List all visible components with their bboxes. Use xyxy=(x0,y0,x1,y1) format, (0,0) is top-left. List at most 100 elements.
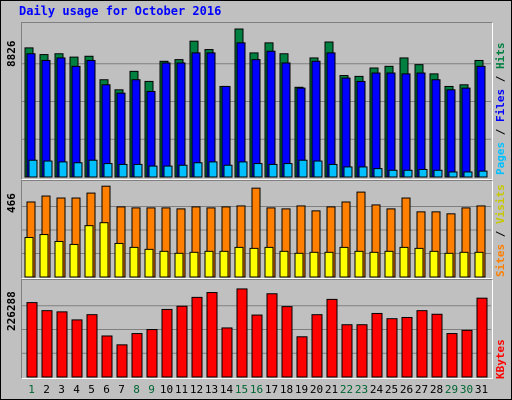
bar-visits-day-19 xyxy=(294,252,304,278)
bar-kbytes-day-28 xyxy=(431,313,443,378)
bar-pages-day-26 xyxy=(403,169,413,178)
bar-kbytes-day-15 xyxy=(236,288,248,378)
bar-visits-day-7 xyxy=(114,242,124,278)
bar-pages-day-6 xyxy=(103,163,113,178)
bar-files-day-14 xyxy=(221,85,231,178)
bar-kbytes-day-24 xyxy=(371,312,383,378)
bar-kbytes-day-18 xyxy=(281,306,293,378)
bar-visits-day-21 xyxy=(324,251,334,278)
x-tick-label: 12 xyxy=(189,383,204,396)
x-tick-label: 3 xyxy=(58,383,65,396)
x-tick-label: 1 xyxy=(28,383,35,396)
bar-files-day-17 xyxy=(266,50,276,178)
bar-files-day-29 xyxy=(446,89,456,178)
x-tick-label: 20 xyxy=(309,383,324,396)
bar-visits-day-17 xyxy=(264,246,274,278)
bar-kbytes-day-27 xyxy=(416,310,428,378)
bar-files-day-15 xyxy=(236,42,246,178)
bar-pages-day-15 xyxy=(238,161,248,178)
x-tick-label: 25 xyxy=(384,383,399,396)
bar-visits-day-25 xyxy=(384,250,394,278)
bar-files-day-26 xyxy=(401,73,411,178)
x-tick-label: 14 xyxy=(219,383,234,396)
bar-kbytes-day-2 xyxy=(41,310,53,378)
chart-title: Daily usage for October 2016 xyxy=(19,4,222,18)
x-tick-label: 29 xyxy=(444,383,459,396)
bar-pages-day-29 xyxy=(448,171,458,178)
bar-visits-day-29 xyxy=(444,252,454,278)
bar-files-day-13 xyxy=(206,52,216,178)
bar-visits-day-26 xyxy=(399,246,409,278)
bar-visits-day-3 xyxy=(54,240,64,278)
bar-visits-day-30 xyxy=(459,251,469,278)
x-tick-label: 10 xyxy=(159,383,174,396)
bar-kbytes-day-8 xyxy=(131,333,143,378)
bar-kbytes-day-20 xyxy=(311,314,323,378)
bar-kbytes-day-25 xyxy=(386,318,398,378)
bar-pages-day-27 xyxy=(418,168,428,178)
bar-files-day-3 xyxy=(56,57,66,178)
x-tick-label: 2 xyxy=(43,383,50,396)
bar-pages-day-17 xyxy=(268,163,278,178)
bar-files-day-10 xyxy=(161,62,171,178)
bar-kbytes-day-31 xyxy=(476,297,488,378)
x-tick-label: 30 xyxy=(459,383,474,396)
bar-visits-day-12 xyxy=(189,251,199,278)
bar-files-day-16 xyxy=(251,59,261,178)
bar-pages-day-18 xyxy=(283,163,293,178)
bar-files-day-31 xyxy=(476,65,486,178)
x-tick-label: 24 xyxy=(369,383,384,396)
bar-kbytes-day-21 xyxy=(326,298,338,378)
bar-files-day-25 xyxy=(386,72,396,178)
bar-kbytes-day-10 xyxy=(161,308,173,378)
bar-visits-day-24 xyxy=(369,251,379,278)
bar-pages-day-25 xyxy=(388,169,398,178)
x-tick-label: 16 xyxy=(249,383,264,396)
bar-kbytes-day-22 xyxy=(341,324,353,378)
bar-pages-day-24 xyxy=(373,168,383,178)
bar-visits-day-14 xyxy=(219,250,229,278)
bar-kbytes-day-14 xyxy=(221,327,233,378)
bar-pages-day-10 xyxy=(163,165,173,178)
x-tick-label: 27 xyxy=(414,383,429,396)
bar-pages-day-8 xyxy=(133,163,143,178)
x-tick-label: 17 xyxy=(264,383,279,396)
bar-kbytes-day-16 xyxy=(251,314,263,378)
x-tick-label: 26 xyxy=(399,383,414,396)
bar-visits-day-23 xyxy=(354,250,364,278)
bar-pages-day-16 xyxy=(253,163,263,178)
bar-visits-day-1 xyxy=(24,237,34,278)
bar-visits-day-18 xyxy=(279,250,289,278)
x-tick-label: 31 xyxy=(474,383,489,396)
bar-visits-day-28 xyxy=(429,250,439,278)
bar-files-day-24 xyxy=(371,72,381,178)
bar-files-day-27 xyxy=(416,72,426,178)
x-tick-label: 5 xyxy=(88,383,95,396)
bar-pages-day-20 xyxy=(313,160,323,178)
bar-visits-day-4 xyxy=(69,243,79,278)
bar-files-day-1 xyxy=(26,53,36,178)
bar-kbytes-day-7 xyxy=(116,344,128,378)
bar-visits-day-16 xyxy=(249,247,259,278)
bar-pages-day-22 xyxy=(343,166,353,178)
bar-files-day-18 xyxy=(281,62,291,178)
bar-files-day-11 xyxy=(176,62,186,178)
bar-visits-day-22 xyxy=(339,246,349,278)
bar-visits-day-15 xyxy=(234,246,244,278)
bar-kbytes-day-19 xyxy=(296,336,308,378)
bar-visits-day-11 xyxy=(174,252,184,278)
bar-kbytes-day-26 xyxy=(401,316,413,378)
bar-visits-day-20 xyxy=(309,251,319,278)
bar-files-day-12 xyxy=(191,52,201,178)
bar-kbytes-day-5 xyxy=(86,314,98,378)
bar-pages-day-23 xyxy=(358,166,368,178)
bar-pages-day-9 xyxy=(148,165,158,178)
bar-pages-day-31 xyxy=(478,170,488,178)
bar-pages-day-5 xyxy=(88,159,98,178)
bar-pages-day-11 xyxy=(178,164,188,178)
bar-pages-day-14 xyxy=(223,164,233,178)
bar-visits-day-10 xyxy=(159,250,169,278)
bar-visits-day-2 xyxy=(39,234,49,278)
